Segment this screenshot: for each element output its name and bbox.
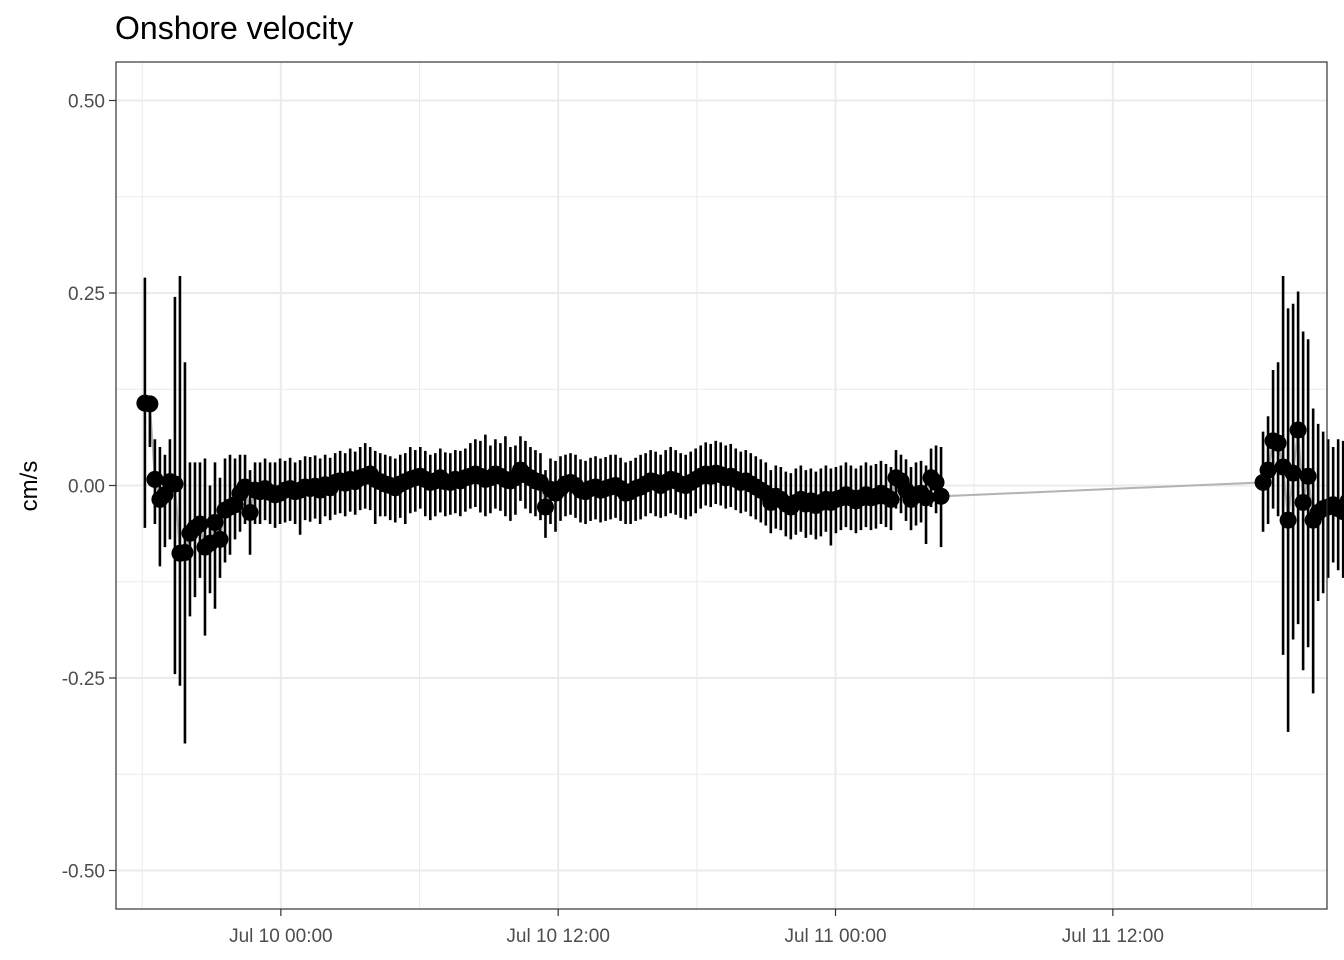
y-axis-label: cm/s bbox=[16, 461, 43, 512]
data-point bbox=[1339, 493, 1344, 509]
x-tick-label: Jul 11 00:00 bbox=[784, 926, 886, 947]
y-axis: 0.50 0.25 0.00 -0.25 -0.50 bbox=[62, 92, 116, 883]
y-tick-label: 0.00 bbox=[68, 477, 105, 498]
data-point bbox=[211, 530, 229, 548]
data-point bbox=[882, 490, 900, 508]
chart-title: Onshore velocity bbox=[115, 10, 353, 46]
data-point bbox=[241, 503, 259, 521]
y-tick-label: 0.50 bbox=[68, 92, 105, 113]
x-axis: Jul 10 00:00 Jul 10 12:00 Jul 11 00:00 Jul … bbox=[229, 909, 1164, 947]
data-point bbox=[1334, 503, 1344, 521]
data-point bbox=[1279, 511, 1297, 529]
data-point bbox=[146, 470, 164, 488]
data-point bbox=[1294, 493, 1312, 511]
y-tick-label: 0.25 bbox=[68, 284, 105, 305]
x-tick-label: Jul 11 12:00 bbox=[1062, 926, 1164, 947]
data-point bbox=[932, 487, 950, 505]
data-point bbox=[1284, 464, 1302, 482]
data-point bbox=[156, 486, 174, 504]
data-point bbox=[191, 515, 209, 533]
x-tick-label: Jul 10 12:00 bbox=[506, 926, 610, 947]
data-points bbox=[136, 394, 1344, 562]
data-point bbox=[917, 489, 935, 507]
data-point bbox=[927, 473, 945, 491]
y-tick-label: -0.50 bbox=[62, 862, 105, 883]
data-point bbox=[206, 513, 224, 531]
data-point bbox=[1269, 434, 1287, 452]
data-point bbox=[1289, 421, 1307, 439]
x-tick-label: Jul 10 00:00 bbox=[229, 926, 333, 947]
data-point bbox=[166, 475, 184, 493]
data-point bbox=[1259, 461, 1277, 479]
data-point bbox=[176, 543, 194, 561]
data-point bbox=[1299, 467, 1317, 485]
data-point bbox=[536, 498, 554, 516]
data-point bbox=[141, 395, 159, 413]
y-tick-label: -0.25 bbox=[62, 669, 105, 690]
